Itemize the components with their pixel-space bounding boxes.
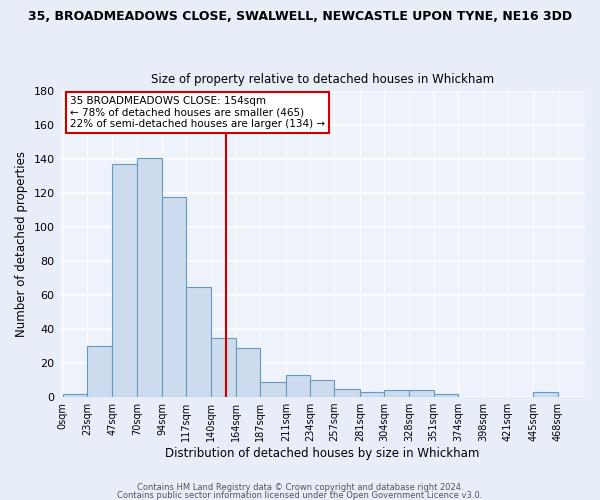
Bar [434,394,458,397]
Bar [137,158,162,397]
Bar [409,390,434,397]
Bar [334,388,360,397]
Bar [162,196,187,397]
Bar [360,392,384,397]
Y-axis label: Number of detached properties: Number of detached properties [15,151,28,337]
Text: 35 BROADMEADOWS CLOSE: 154sqm
← 78% of detached houses are smaller (465)
22% of : 35 BROADMEADOWS CLOSE: 154sqm ← 78% of d… [70,96,325,129]
Bar [310,380,334,397]
Bar [187,286,211,397]
Bar [63,394,87,397]
Title: Size of property relative to detached houses in Whickham: Size of property relative to detached ho… [151,73,494,86]
Bar [286,375,310,397]
Text: Contains public sector information licensed under the Open Government Licence v3: Contains public sector information licen… [118,490,482,500]
Bar [260,382,286,397]
Text: 35, BROADMEADOWS CLOSE, SWALWELL, NEWCASTLE UPON TYNE, NE16 3DD: 35, BROADMEADOWS CLOSE, SWALWELL, NEWCAS… [28,10,572,23]
Bar [533,392,557,397]
Bar [384,390,409,397]
X-axis label: Distribution of detached houses by size in Whickham: Distribution of detached houses by size … [165,447,479,460]
Bar [211,338,236,397]
Bar [87,346,112,397]
Text: Contains HM Land Registry data © Crown copyright and database right 2024.: Contains HM Land Registry data © Crown c… [137,484,463,492]
Bar [112,164,137,397]
Bar [236,348,260,397]
